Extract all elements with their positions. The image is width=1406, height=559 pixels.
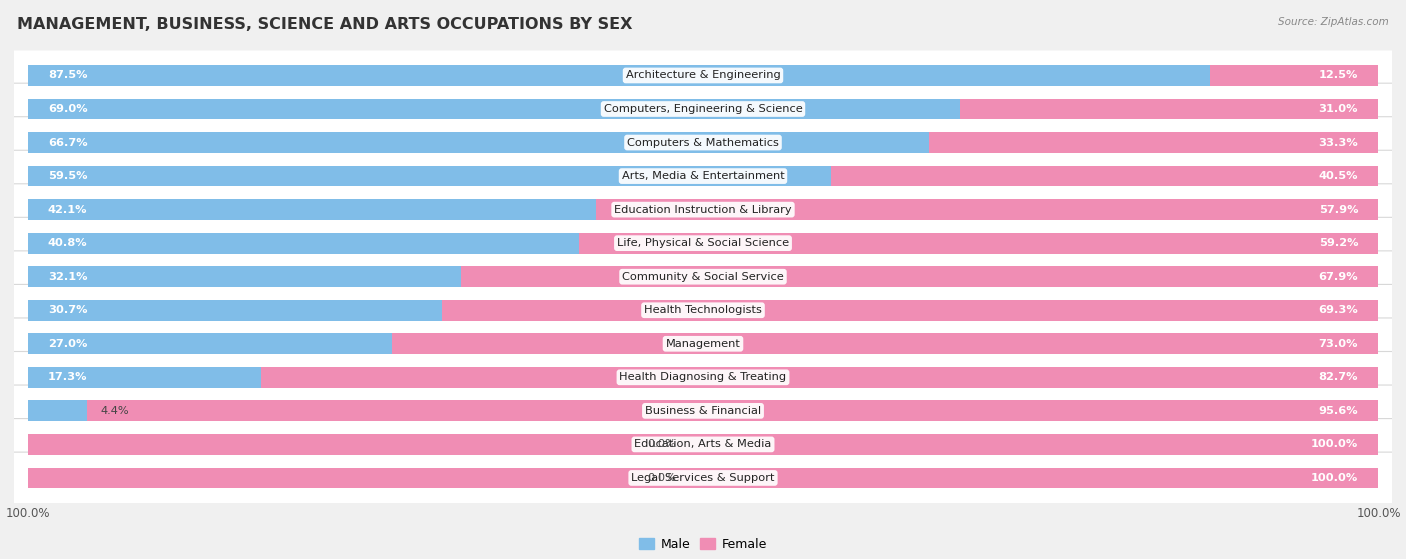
Text: 57.9%: 57.9% <box>1319 205 1358 215</box>
Bar <box>831 165 1378 187</box>
Text: 17.3%: 17.3% <box>48 372 87 382</box>
Bar <box>443 300 1378 321</box>
Text: Source: ZipAtlas.com: Source: ZipAtlas.com <box>1278 17 1389 27</box>
Bar <box>28 467 1378 489</box>
Text: 4.4%: 4.4% <box>100 406 129 416</box>
Text: 42.1%: 42.1% <box>48 205 87 215</box>
Bar <box>28 98 960 120</box>
Bar <box>28 165 831 187</box>
FancyBboxPatch shape <box>10 217 1396 269</box>
Text: Computers & Mathematics: Computers & Mathematics <box>627 138 779 148</box>
Text: 69.3%: 69.3% <box>1319 305 1358 315</box>
Text: Health Technologists: Health Technologists <box>644 305 762 315</box>
Text: Life, Physical & Social Science: Life, Physical & Social Science <box>617 238 789 248</box>
FancyBboxPatch shape <box>10 117 1396 168</box>
Bar <box>87 400 1378 421</box>
FancyBboxPatch shape <box>10 83 1396 135</box>
Text: Computers, Engineering & Science: Computers, Engineering & Science <box>603 104 803 114</box>
Text: 32.1%: 32.1% <box>48 272 87 282</box>
Text: Arts, Media & Entertainment: Arts, Media & Entertainment <box>621 171 785 181</box>
Text: 0.0%: 0.0% <box>647 439 676 449</box>
Text: MANAGEMENT, BUSINESS, SCIENCE AND ARTS OCCUPATIONS BY SEX: MANAGEMENT, BUSINESS, SCIENCE AND ARTS O… <box>17 17 633 32</box>
Text: 12.5%: 12.5% <box>1319 70 1358 80</box>
FancyBboxPatch shape <box>10 352 1396 403</box>
Text: 69.0%: 69.0% <box>48 104 87 114</box>
Bar <box>461 266 1378 287</box>
Text: Education Instruction & Library: Education Instruction & Library <box>614 205 792 215</box>
Text: 0.0%: 0.0% <box>647 473 676 483</box>
FancyBboxPatch shape <box>10 285 1396 336</box>
Text: Management: Management <box>665 339 741 349</box>
Bar <box>928 132 1378 153</box>
Bar <box>392 333 1378 354</box>
Bar <box>28 300 443 321</box>
Bar <box>596 199 1378 220</box>
Text: Architecture & Engineering: Architecture & Engineering <box>626 70 780 80</box>
Bar <box>28 266 461 287</box>
FancyBboxPatch shape <box>10 50 1396 101</box>
Text: 33.3%: 33.3% <box>1319 138 1358 148</box>
FancyBboxPatch shape <box>10 318 1396 369</box>
Text: 30.7%: 30.7% <box>48 305 87 315</box>
Text: 87.5%: 87.5% <box>48 70 87 80</box>
Text: 31.0%: 31.0% <box>1319 104 1358 114</box>
Text: 82.7%: 82.7% <box>1319 372 1358 382</box>
Text: 100.0%: 100.0% <box>1310 473 1358 483</box>
Text: 40.5%: 40.5% <box>1319 171 1358 181</box>
Bar <box>262 367 1378 388</box>
Legend: Male, Female: Male, Female <box>634 533 772 556</box>
Bar <box>28 233 579 254</box>
Text: Education, Arts & Media: Education, Arts & Media <box>634 439 772 449</box>
Text: Health Diagnosing & Treating: Health Diagnosing & Treating <box>620 372 786 382</box>
Bar <box>960 98 1378 120</box>
FancyBboxPatch shape <box>10 452 1396 504</box>
FancyBboxPatch shape <box>10 251 1396 302</box>
Bar <box>28 434 1378 455</box>
Text: 40.8%: 40.8% <box>48 238 87 248</box>
Text: 27.0%: 27.0% <box>48 339 87 349</box>
Text: 59.5%: 59.5% <box>48 171 87 181</box>
Bar <box>579 233 1378 254</box>
Text: 66.7%: 66.7% <box>48 138 87 148</box>
Bar <box>28 65 1209 86</box>
Text: Community & Social Service: Community & Social Service <box>621 272 785 282</box>
FancyBboxPatch shape <box>10 385 1396 437</box>
Text: 100.0%: 100.0% <box>1310 439 1358 449</box>
Bar <box>1209 65 1378 86</box>
Bar <box>28 400 87 421</box>
Text: Business & Financial: Business & Financial <box>645 406 761 416</box>
Bar <box>28 333 392 354</box>
Text: 59.2%: 59.2% <box>1319 238 1358 248</box>
Text: 67.9%: 67.9% <box>1319 272 1358 282</box>
FancyBboxPatch shape <box>10 184 1396 235</box>
FancyBboxPatch shape <box>10 150 1396 202</box>
Bar <box>28 367 262 388</box>
Bar <box>28 132 928 153</box>
Text: 95.6%: 95.6% <box>1319 406 1358 416</box>
Bar <box>28 199 596 220</box>
Text: 73.0%: 73.0% <box>1319 339 1358 349</box>
Text: Legal Services & Support: Legal Services & Support <box>631 473 775 483</box>
FancyBboxPatch shape <box>10 419 1396 470</box>
